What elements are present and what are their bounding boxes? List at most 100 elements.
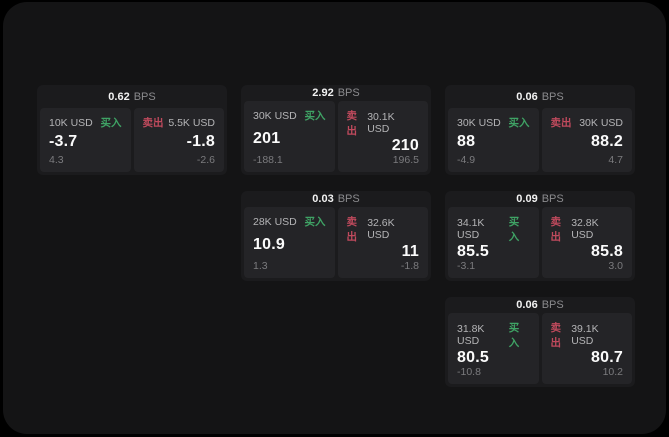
buy-side-tag: 买入 — [304, 216, 326, 228]
buy-quote-panel[interactable]: 30K USD 买入 201 -188.1 — [244, 101, 335, 172]
sell-panel-header: 卖出 30.1K USD — [347, 108, 420, 138]
quote-card: 0.62 BPS 10K USD 买入 -3.7 4.3 卖出 5.5K USD… — [37, 85, 227, 175]
buy-sub-value: 4.3 — [49, 154, 64, 166]
buy-amount-label: 30K USD — [253, 109, 297, 122]
sell-price: 11 — [401, 243, 419, 260]
buy-sub-value: -3.1 — [457, 260, 476, 272]
sell-amount-label: 30K USD — [579, 116, 623, 129]
app-window: 0.62 BPS 10K USD 买入 -3.7 4.3 卖出 5.5K USD… — [3, 2, 666, 434]
buy-side-tag: 买入 — [508, 216, 520, 243]
spread-value: 0.03 — [312, 193, 334, 205]
spread-header: 0.06 BPS — [448, 85, 632, 108]
buy-panel-header: 28K USD 买入 — [253, 214, 326, 229]
buy-panel-header: 30K USD 买入 — [457, 115, 530, 130]
buy-quote-panel[interactable]: 10K USD 买入 -3.7 4.3 — [40, 108, 131, 172]
buy-panel-header: 10K USD 买入 — [49, 115, 122, 130]
buy-sub-value: -4.9 — [457, 154, 476, 166]
sell-side-tag: 卖出 — [346, 216, 358, 243]
buy-quote-panel[interactable]: 30K USD 买入 88 -4.9 — [448, 108, 539, 172]
buy-quote-panel[interactable]: 28K USD 买入 10.9 1.3 — [244, 207, 335, 278]
spread-header: 0.06 BPS — [448, 297, 632, 313]
quote-card: 0.09 BPS 34.1K USD 买入 85.5 -3.1 卖出 32.8K… — [445, 191, 635, 281]
buy-price: 88 — [457, 133, 476, 150]
buy-price: 85.5 — [457, 243, 489, 260]
buy-amount-label: 30K USD — [457, 116, 501, 129]
sell-price: 85.8 — [591, 243, 623, 260]
buy-price: -3.7 — [49, 133, 78, 150]
spread-value: 0.06 — [516, 90, 538, 103]
sell-amount-label: 5.5K USD — [168, 116, 215, 129]
spread-unit: BPS — [541, 193, 564, 205]
buy-quote-panel[interactable]: 31.8K USD 买入 80.5 -10.8 — [448, 313, 539, 384]
quote-card: 0.03 BPS 28K USD 买入 10.9 1.3 卖出 32.6K US… — [241, 191, 431, 281]
spread-unit: BPS — [337, 87, 360, 99]
quote-card: 0.06 BPS 31.8K USD 买入 80.5 -10.8 卖出 39.1… — [445, 297, 635, 387]
sell-side-tag: 卖出 — [346, 110, 358, 137]
buy-sub-value: 1.3 — [253, 260, 268, 272]
spread-value: 2.92 — [312, 87, 334, 99]
sell-amount-label: 30.1K USD — [367, 111, 395, 135]
buy-side-tag: 买入 — [508, 117, 530, 129]
quote-card: 2.92 BPS 30K USD 买入 201 -188.1 卖出 30.1K … — [241, 85, 431, 175]
spread-value: 0.62 — [108, 90, 130, 103]
buy-panel-header: 34.1K USD 买入 — [457, 214, 530, 244]
buy-side-tag: 买入 — [304, 110, 326, 122]
spread-value: 0.09 — [516, 193, 538, 205]
sell-sub-value: 4.7 — [608, 154, 623, 166]
spread-header: 0.09 BPS — [448, 191, 632, 207]
spread-unit: BPS — [337, 193, 360, 205]
spread-value: 0.06 — [516, 299, 538, 311]
sell-panel-header: 卖出 39.1K USD — [551, 320, 624, 350]
sell-quote-panel[interactable]: 卖出 5.5K USD -1.8 -2.6 — [133, 108, 224, 172]
sell-side-tag: 卖出 — [550, 322, 562, 349]
spread-unit: BPS — [541, 299, 564, 311]
sell-amount-label: 32.8K USD — [571, 217, 599, 241]
spread-unit: BPS — [133, 90, 156, 103]
spread-header: 2.92 BPS — [244, 85, 428, 101]
buy-side-tag: 买入 — [508, 322, 520, 349]
sell-amount-label: 39.1K USD — [571, 323, 599, 347]
sell-quote-panel[interactable]: 卖出 39.1K USD 80.7 10.2 — [541, 313, 632, 384]
buy-price: 80.5 — [457, 349, 489, 366]
buy-sub-value: -188.1 — [253, 154, 283, 166]
sell-quote-panel[interactable]: 卖出 30K USD 88.2 4.7 — [541, 108, 632, 172]
buy-amount-label: 31.8K USD — [457, 323, 485, 347]
buy-price: 201 — [253, 129, 281, 147]
sell-quote-panel[interactable]: 卖出 30.1K USD 210 196.5 — [337, 101, 428, 172]
sell-price: 88.2 — [591, 133, 623, 150]
sell-sub-value: 3.0 — [608, 260, 623, 272]
buy-panel-header: 30K USD 买入 — [253, 108, 326, 123]
sell-panel-header: 卖出 5.5K USD — [143, 115, 216, 130]
sell-panel-header: 卖出 30K USD — [551, 115, 624, 130]
buy-quote-panel[interactable]: 34.1K USD 买入 85.5 -3.1 — [448, 207, 539, 278]
spread-header: 0.62 BPS — [40, 85, 224, 108]
sell-quote-panel[interactable]: 卖出 32.8K USD 85.8 3.0 — [541, 207, 632, 278]
buy-sub-value: -10.8 — [457, 366, 481, 378]
sell-amount-label: 32.6K USD — [367, 217, 395, 241]
sell-panel-header: 卖出 32.6K USD — [347, 214, 420, 244]
spread-unit: BPS — [541, 90, 564, 103]
quote-panels: 30K USD 买入 201 -188.1 卖出 30.1K USD 210 1… — [244, 101, 428, 172]
quote-panels: 34.1K USD 买入 85.5 -3.1 卖出 32.8K USD 85.8… — [448, 207, 632, 278]
quote-panels: 10K USD 买入 -3.7 4.3 卖出 5.5K USD -1.8 -2.… — [40, 108, 224, 172]
quote-card: 0.06 BPS 30K USD 买入 88 -4.9 卖出 30K USD 8… — [445, 85, 635, 175]
sell-side-tag: 卖出 — [550, 117, 572, 129]
buy-amount-label: 34.1K USD — [457, 217, 485, 241]
sell-panel-header: 卖出 32.8K USD — [551, 214, 624, 244]
sell-side-tag: 卖出 — [550, 216, 562, 243]
sell-price: 210 — [391, 137, 419, 154]
sell-sub-value: -1.8 — [400, 260, 419, 272]
buy-amount-label: 28K USD — [253, 215, 297, 228]
quote-panels: 31.8K USD 买入 80.5 -10.8 卖出 39.1K USD 80.… — [448, 313, 632, 384]
sell-quote-panel[interactable]: 卖出 32.6K USD 11 -1.8 — [337, 207, 428, 278]
spread-header: 0.03 BPS — [244, 191, 428, 207]
sell-price: 80.7 — [591, 349, 623, 366]
sell-price: -1.8 — [186, 133, 215, 150]
sell-sub-value: -2.6 — [196, 154, 215, 166]
sell-side-tag: 卖出 — [142, 117, 164, 129]
buy-amount-label: 10K USD — [49, 116, 93, 129]
sell-sub-value: 10.2 — [602, 366, 623, 378]
quote-grid: 0.62 BPS 10K USD 买入 -3.7 4.3 卖出 5.5K USD… — [37, 85, 635, 387]
quote-panels: 30K USD 买入 88 -4.9 卖出 30K USD 88.2 4.7 — [448, 108, 632, 172]
buy-side-tag: 买入 — [100, 117, 122, 129]
